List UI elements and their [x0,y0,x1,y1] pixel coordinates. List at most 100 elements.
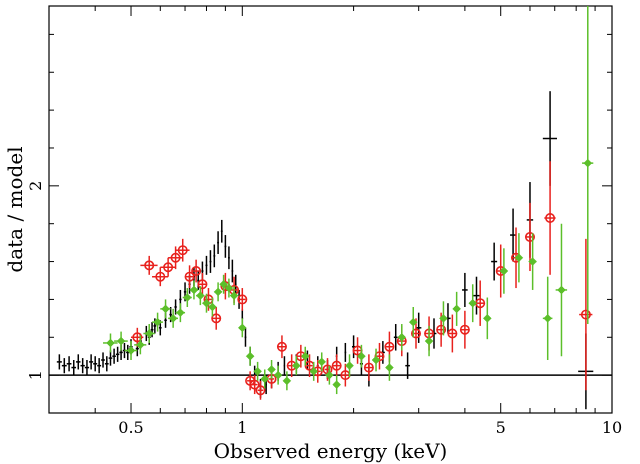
data-point [205,255,208,275]
circle-marker [170,252,181,263]
diamond-marker [543,313,553,323]
data-point [452,291,462,326]
data-point [291,356,301,376]
circle-marker [363,362,374,373]
diamond-marker [202,298,211,308]
circle-marker [184,271,195,282]
data-point [393,324,398,351]
data-point [213,244,216,268]
data-point [462,272,468,307]
diamond-marker [325,370,334,380]
data-point [124,341,138,360]
data-point [352,337,363,364]
data-point [104,356,109,372]
data-point [332,375,342,395]
circle-marker [447,328,458,339]
diamond-marker [106,338,115,348]
diamond-marker [345,361,354,371]
data-point [491,242,498,281]
data-point [224,278,234,298]
data-point [415,312,422,343]
data-point [189,280,199,300]
diamond-marker [408,317,418,327]
data-point [228,246,230,270]
data-point [56,354,62,370]
y-axis-label: data / model [3,146,27,272]
data-point [542,276,553,360]
x-tick-label: 1 [237,418,247,437]
circle-marker [211,313,222,324]
data-point [219,274,228,294]
data-point [245,346,255,366]
data-point [253,361,262,381]
circle-marker [276,341,287,352]
data-point [267,359,276,379]
data-point [191,259,202,283]
data-point [544,161,556,275]
data-point [213,282,223,302]
diamond-marker [153,317,162,327]
data-point [89,354,94,370]
data-point [237,288,248,311]
diamond-marker [176,308,185,318]
data-point [273,365,283,385]
data-point [93,356,98,372]
circle-marker [384,341,395,352]
diamond-marker [424,336,434,346]
circle-marker [410,328,421,339]
data-point [134,335,147,355]
data-point [331,354,342,378]
diamond-marker [300,351,310,361]
data-point [371,348,381,372]
data-point [363,354,374,381]
diamond-marker [332,380,342,389]
data-point [514,233,524,283]
data-point [61,358,67,374]
data-point [282,371,292,391]
circle-marker [524,231,535,242]
data-point [357,344,366,368]
data-point [439,301,448,336]
diamond-marker [291,361,301,371]
data-point [385,354,394,381]
circle-marker [255,385,266,396]
data-point [528,233,537,290]
data-point [197,272,208,296]
diamond-marker [514,253,524,263]
diamond-marker [528,257,537,266]
data-point [555,223,568,357]
data-point [71,359,77,376]
data-point [143,324,155,343]
x-tick-label: 0.5 [118,418,143,437]
diamond-marker [189,285,199,295]
data-point [249,375,260,395]
data-point [160,257,176,277]
diamond-marker [452,304,462,314]
data-point [112,348,116,364]
diamond-marker [168,313,178,323]
data-point [182,288,192,307]
circle-marker [580,309,591,320]
data-point [276,335,287,359]
data-point [97,358,102,374]
data-point [317,352,327,372]
x-axis-label: Observed energy (keV) [214,439,448,463]
diamond-marker [499,266,509,276]
data-point [424,325,434,357]
circle-marker [177,245,188,256]
diamond-marker [267,365,276,374]
circle-marker [155,271,166,282]
data-point [229,286,239,306]
data-point [482,297,492,340]
data-point [195,286,205,306]
data-point [344,342,347,362]
circle-marker [132,332,143,343]
data-point [397,324,407,351]
data-point [405,352,410,379]
diamond-marker [468,298,478,308]
circle-marker [237,294,248,305]
series-layer [56,6,594,410]
data-point [468,284,478,323]
diamond-marker [213,287,223,297]
